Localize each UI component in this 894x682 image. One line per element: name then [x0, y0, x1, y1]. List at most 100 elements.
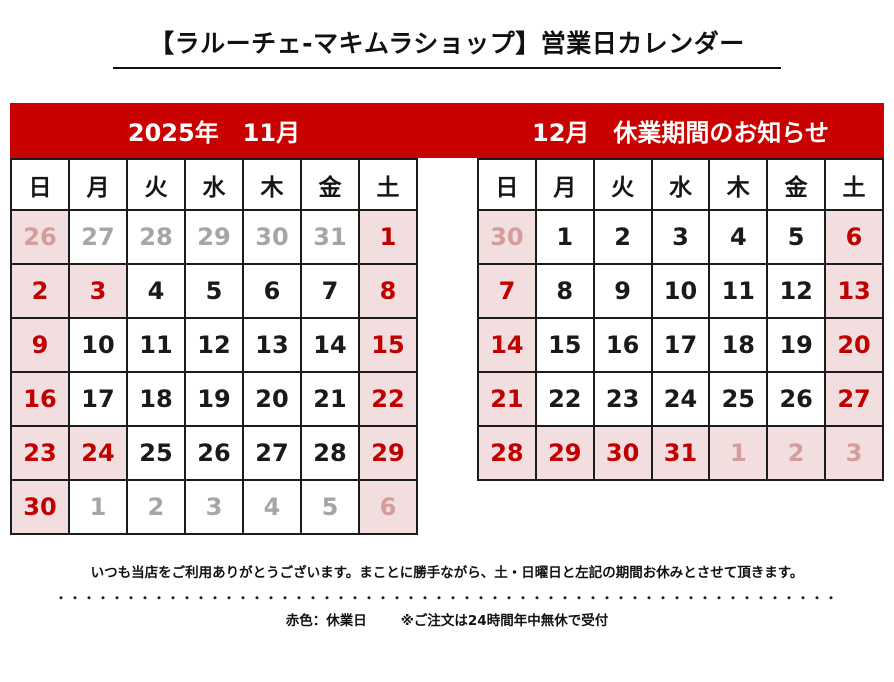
day-cell: 14 [300, 317, 360, 373]
day-cell: 23 [592, 371, 653, 427]
day-cell: 2 [766, 425, 827, 481]
day-cell: 4 [708, 209, 769, 265]
day-cell: 8 [358, 263, 418, 319]
day-cell: 27 [242, 425, 302, 481]
day-cell: 31 [300, 209, 360, 265]
day-cell: 27 [824, 371, 884, 427]
day-cell: 5 [184, 263, 244, 319]
day-cell: 30 [242, 209, 302, 265]
day-cell: 30 [477, 209, 537, 265]
weekday-header: 火 [592, 158, 653, 211]
day-cell: 23 [10, 425, 70, 481]
weekday-header: 水 [184, 158, 244, 211]
weekday-header: 木 [242, 158, 302, 211]
day-cell: 7 [477, 263, 537, 319]
weekday-header: 月 [534, 158, 595, 211]
day-cell: 15 [534, 317, 595, 373]
day-cell: 28 [126, 209, 186, 265]
day-cell: 18 [126, 371, 186, 427]
page-title: 【ラルーチェ-マキムラショップ】営業日カレンダー [113, 24, 781, 69]
day-cell: 24 [650, 371, 711, 427]
day-cell: 9 [10, 317, 70, 373]
page-header: 【ラルーチェ-マキムラショップ】営業日カレンダー [0, 24, 894, 69]
weekday-header: 日 [10, 158, 70, 211]
calendar-tables: 日月火水木金土 26 27 28 29 30 31 1 2 3 4 5 6 7 8 9 10 11 12 13 14 1… [10, 158, 884, 535]
day-cell: 21 [477, 371, 537, 427]
weekday-header: 月 [68, 158, 128, 211]
day-cell: 16 [592, 317, 653, 373]
week-row: 9 10 11 12 13 14 15 [10, 317, 418, 373]
weekday-header: 水 [650, 158, 711, 211]
day-cell: 11 [126, 317, 186, 373]
day-cell: 26 [766, 371, 827, 427]
week-row: 30 1 2 3 4 5 6 [477, 209, 884, 265]
day-cell: 31 [650, 425, 711, 481]
day-cell: 5 [300, 479, 360, 535]
weekday-header: 金 [300, 158, 360, 211]
day-cell: 4 [242, 479, 302, 535]
day-cell: 2 [126, 479, 186, 535]
day-cell: 3 [824, 425, 884, 481]
day-cell: 1 [534, 209, 595, 265]
day-cell: 20 [242, 371, 302, 427]
day-cell: 22 [534, 371, 595, 427]
day-cell: 13 [824, 263, 884, 319]
day-cell: 24 [68, 425, 128, 481]
legend-closed-days: 赤色：休業日 [285, 613, 367, 629]
day-cell: 10 [68, 317, 128, 373]
day-cell: 26 [10, 209, 70, 265]
day-cell: 7 [300, 263, 360, 319]
december-calendar: 日月火水木金土 30 1 2 3 4 5 6 7 8 9 10 11 12 13 14 15 16 17 18 19 2… [477, 158, 884, 481]
order-note: ※ご注文は24時間年中無休で受付 [400, 613, 609, 629]
day-cell: 6 [358, 479, 418, 535]
weekday-header: 金 [766, 158, 827, 211]
calendar-area: 2025年 11月 12月 休業期間のお知らせ 日月火水木金土 26 27 28 29… [10, 103, 884, 535]
day-cell: 12 [184, 317, 244, 373]
week-row: 14 15 16 17 18 19 20 [477, 317, 884, 373]
day-cell: 20 [824, 317, 884, 373]
calendar-banner: 2025年 11月 12月 休業期間のお知らせ [10, 103, 884, 158]
day-cell: 3 [68, 263, 128, 319]
day-cell: 18 [708, 317, 769, 373]
dotted-separator: ・・・・・・・・・・・・・・・・・・・・・・・・・・・・・・・・・・・・・・・・… [54, 591, 839, 605]
day-cell: 29 [184, 209, 244, 265]
day-cell: 26 [184, 425, 244, 481]
day-cell: 28 [477, 425, 537, 481]
day-cell: 6 [242, 263, 302, 319]
day-cell: 28 [300, 425, 360, 481]
week-row: 30 1 2 3 4 5 6 [10, 479, 418, 535]
day-cell: 22 [358, 371, 418, 427]
weekday-header: 日 [477, 158, 537, 211]
day-cell: 19 [184, 371, 244, 427]
weekday-header: 土 [358, 158, 418, 211]
closure-notice: いつも当店をご利用ありがとうございます。まことに勝手ながら、土・日曜日と左記の期… [90, 565, 804, 581]
legend-line: 赤色：休業日 ※ご注文は24時間年中無休で受付 [0, 609, 894, 629]
day-cell: 30 [592, 425, 653, 481]
day-cell: 29 [358, 425, 418, 481]
day-cell: 17 [650, 317, 711, 373]
day-cell: 2 [592, 209, 653, 265]
day-cell: 15 [358, 317, 418, 373]
day-cell: 1 [358, 209, 418, 265]
weekday-header: 木 [708, 158, 769, 211]
week-row: 26 27 28 29 30 31 1 [10, 209, 418, 265]
day-cell: 6 [824, 209, 884, 265]
day-cell: 27 [68, 209, 128, 265]
weekday-header: 土 [824, 158, 884, 211]
november-calendar: 日月火水木金土 26 27 28 29 30 31 1 2 3 4 5 6 7 8 9 10 11 12 13 14 1… [10, 158, 418, 535]
weekday-header-row: 日月火水木金土 [477, 158, 884, 211]
week-row: 23 24 25 26 27 28 29 [10, 425, 418, 481]
day-cell: 10 [650, 263, 711, 319]
day-cell: 3 [650, 209, 711, 265]
day-cell: 30 [10, 479, 70, 535]
day-cell: 1 [68, 479, 128, 535]
day-cell: 12 [766, 263, 827, 319]
day-cell: 14 [477, 317, 537, 373]
day-cell: 2 [10, 263, 70, 319]
week-row: 7 8 9 10 11 12 13 [477, 263, 884, 319]
day-cell: 16 [10, 371, 70, 427]
day-cell: 25 [126, 425, 186, 481]
december-banner-title: 12月 休業期間のお知らせ [532, 119, 829, 147]
day-cell: 21 [300, 371, 360, 427]
